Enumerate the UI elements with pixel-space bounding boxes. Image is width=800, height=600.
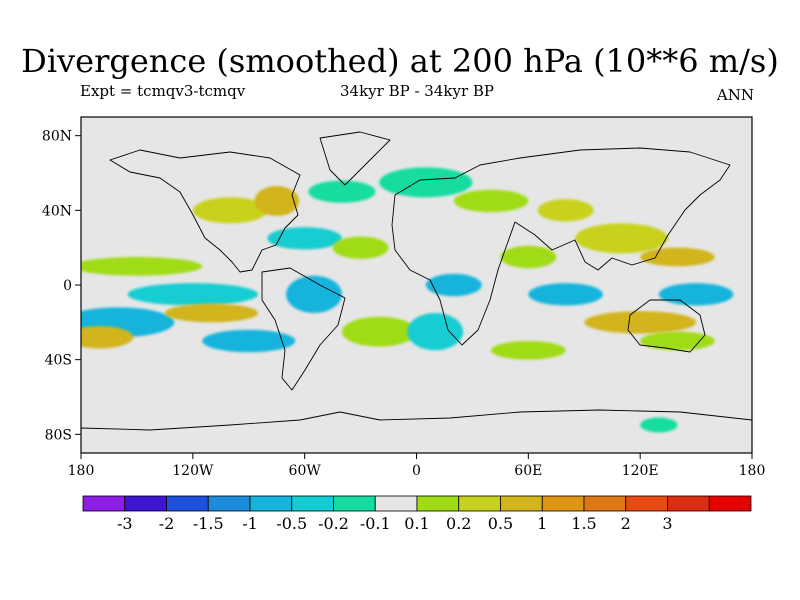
field-blob [127,283,259,306]
colorbar-label: -1.5 [193,514,224,533]
colorbar-segment [124,495,167,512]
colorbar-label: 0.2 [446,514,471,533]
field-blob [286,275,342,314]
colorbar-segment [667,495,710,512]
colorbar-label: 1 [537,514,547,533]
colorbar-label: 3 [662,514,672,533]
coastline-greenland [319,131,391,186]
lat-tick-label: 0 [63,278,72,294]
lat-tick-label: 80N [42,129,72,145]
lon-tick-label: 120E [622,463,659,479]
coastline-australia [627,299,706,353]
colorbar-segment [500,495,543,512]
field-blob [528,283,603,306]
field-blob [500,245,557,269]
lon-tick-label: 0 [412,463,421,479]
expt-label: Expt = tcmqv3-tcmqv [80,82,246,100]
colorbar-segment [166,495,209,512]
field-blob [640,247,715,267]
colorbar-segment [416,495,460,512]
field-blob [192,197,268,224]
field-blob [202,329,296,353]
field-blob [308,180,376,203]
season-label: ANN [716,86,754,104]
field-blob [332,236,389,259]
lon-tick-label: 180 [68,463,95,479]
colorbar-segment [458,495,501,512]
field-blob [341,316,417,347]
colorbar-label: -3 [117,514,133,533]
colorbar-label: -0.5 [276,514,307,533]
colorbar-label: -0.1 [360,514,391,533]
field-blob [491,341,566,360]
colorbar-label: 1.5 [571,514,596,533]
colorbar-segment [207,495,251,512]
lon-tick-label: 60W [289,463,322,479]
colorbar-segment [374,495,418,512]
colorbar: -3 -2 -1.5 -1 -0.5 -0.2 -0.1 0.1 0.2 0.5 1 1.5 2 3 [82,495,752,533]
field-blob [267,227,342,250]
colorbar-segment [708,495,752,512]
period-label: 34kyr BP - 34kyr BP [340,82,495,100]
field-blob [164,303,259,323]
colorbar-segment [82,495,126,512]
lat-tick-label: 80S [45,427,72,443]
figure-title: Divergence (smoothed) at 200 hPa (10**6 … [21,42,779,80]
field-blob [453,189,529,213]
colorbar-label: 0.1 [404,514,429,533]
coastline-antarctica [81,409,752,431]
colorbar-segment [333,495,376,512]
field-blob [425,273,482,297]
colorbar-label: -1 [242,514,258,533]
lon-tick-label: 120W [172,463,214,479]
colorbar-segment [625,495,668,512]
colorbar-segment [583,495,627,512]
colorbar-label: -0.2 [318,514,349,533]
colorbar-label: 2 [621,514,631,533]
field-blob [254,186,300,216]
lon-tick-label: 180 [739,463,766,479]
lat-tick-label: 40N [42,203,72,219]
coastline-eurasia-africa [391,147,731,346]
field-blob [640,417,678,433]
field-blob [379,167,473,198]
lon-tick-label: 60E [514,463,542,479]
coastlines [81,131,752,431]
colorbar-segment [249,495,293,512]
field-blob [81,326,134,349]
field-blob [537,199,594,222]
lat-axis: 80N 40N 0 40S 80S [42,129,81,443]
lat-tick-label: 40S [45,353,72,369]
coastline-south-america [261,267,346,391]
field-contours [81,167,734,433]
colorbar-label: 0.5 [488,514,513,533]
colorbar-label: -2 [159,514,175,533]
field-blob [81,257,203,276]
field-blob [584,311,697,334]
field-blob [407,313,464,351]
field-blob [640,331,715,351]
colorbar-segment [291,495,334,512]
colorbar-segment [541,495,585,512]
coastline-north-america [109,149,301,273]
field-blob [658,283,734,306]
field-blob [574,223,669,254]
lon-axis: 180 120W 60W 0 60E 120E 180 [68,453,766,479]
